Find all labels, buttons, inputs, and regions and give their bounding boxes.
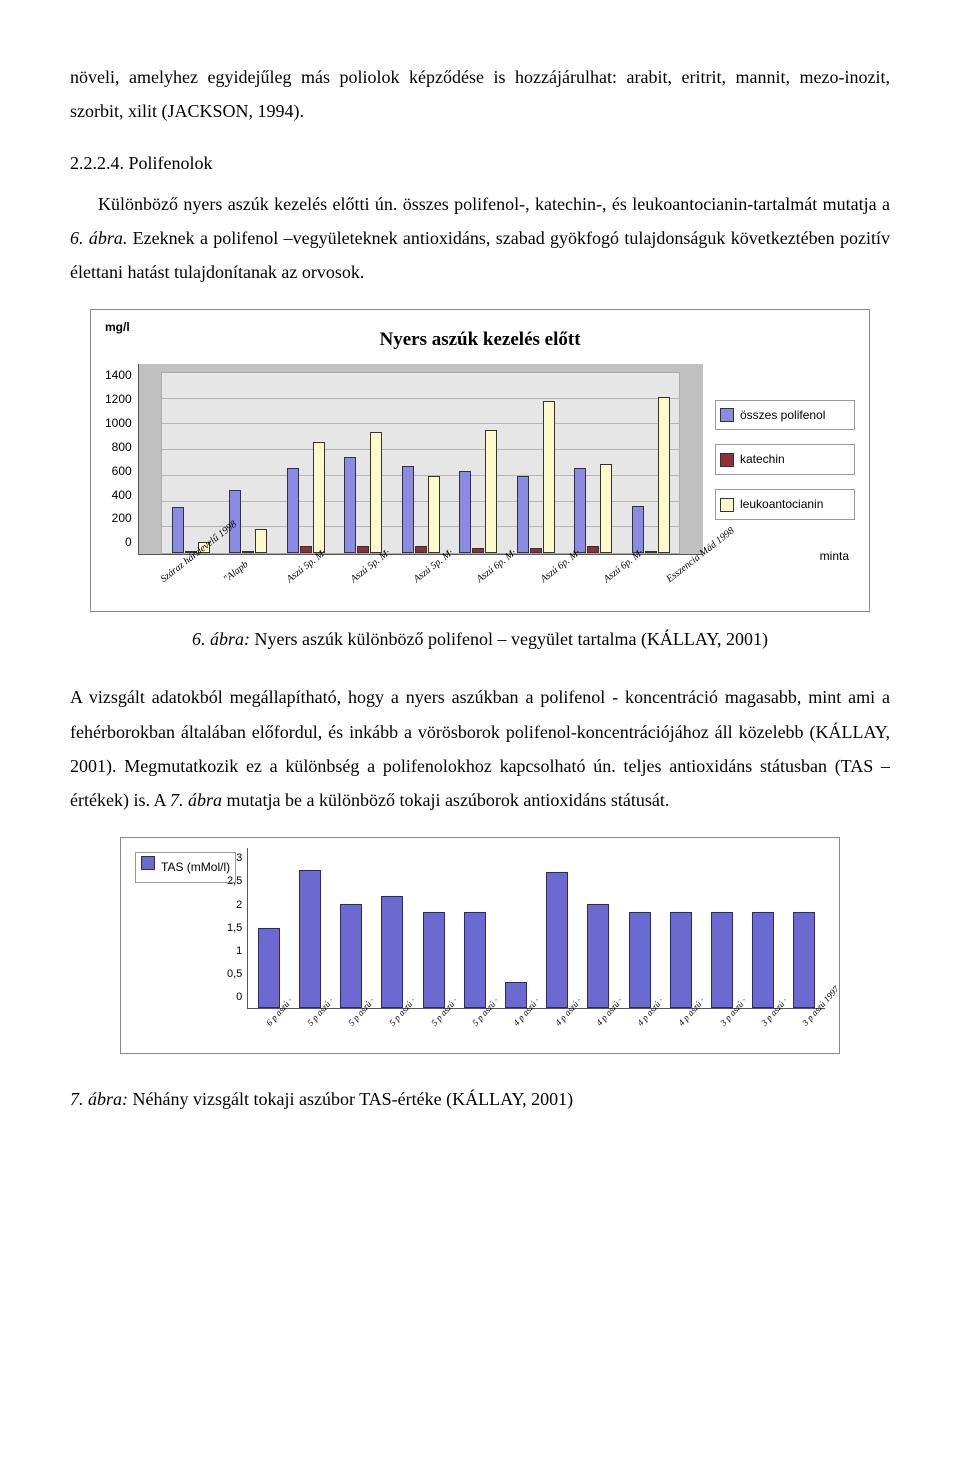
- legend-swatch: [720, 408, 734, 422]
- chart1-bar-group: [459, 373, 497, 553]
- chart1-bar: [543, 401, 555, 553]
- paragraph-1: növeli, amelyhez egyidejűleg más poliolo…: [70, 60, 890, 128]
- chart1-legend: összes polifenol katechin leukoantocianin: [703, 364, 855, 555]
- chart1-bar: [402, 466, 414, 554]
- chart1-bar: [517, 476, 529, 553]
- chart1-bar: [600, 464, 612, 553]
- chart1-bar: [287, 468, 299, 553]
- chart2-ytick: 0,5: [227, 964, 242, 985]
- chart2-bar: [587, 904, 609, 1008]
- chart2-legend: TAS (mMol/l): [135, 852, 236, 883]
- para3-fig-ref: 7. ábra: [170, 790, 222, 810]
- figure-caption-1: 6. ábra: Nyers aszúk különböző polifenol…: [70, 622, 890, 656]
- chart1-y-unit: mg/l: [105, 316, 130, 339]
- chart2-bar: [423, 912, 445, 1008]
- chart1-ytick: 600: [112, 460, 132, 483]
- chart1-legend-row: leukoantocianin: [715, 489, 855, 520]
- chart2-ytick: 0: [236, 987, 242, 1008]
- chart1-bar: [472, 548, 484, 553]
- chart1-bar: [587, 546, 599, 553]
- chart1-ytick: 1400: [105, 364, 132, 387]
- chart2-bar: [629, 912, 651, 1008]
- legend-swatch: [720, 453, 734, 467]
- chart1-legend-row: összes polifenol: [715, 400, 855, 431]
- para2-fig-ref: 6. ábra.: [70, 228, 127, 248]
- chart1-bar-group: [287, 373, 325, 553]
- chart2-bar: [793, 912, 815, 1008]
- chart1-bar: [172, 507, 184, 553]
- chart1-x-labels: Száraz hárslevelű 1998"AlapbAszú 5p. M·A…: [139, 559, 709, 603]
- figure-caption-2: 7. ábra: Néhány vizsgált tokaji aszúbor …: [70, 1082, 890, 1116]
- chart-2: TAS (mMol/l) 32,521,510,50 6 p aszú ·5 p…: [120, 837, 840, 1054]
- chart2-ytick: 2: [236, 895, 242, 916]
- chart1-legend-row: katechin: [715, 444, 855, 475]
- chart2-ytick: 3: [236, 848, 242, 869]
- caption2-text: Néhány vizsgált tokaji aszúbor TAS-érték…: [128, 1089, 573, 1109]
- chart2-x-labels: 6 p aszú ·5 p aszú ·5 p aszú ·5 p aszú ·…: [247, 1011, 825, 1047]
- chart1-ytick: 400: [112, 484, 132, 507]
- chart1-bar-group: [517, 373, 555, 553]
- chart-1: mg/l Nyers aszúk kezelés előtt 140012001…: [90, 309, 870, 612]
- chart1-bar-group: [402, 373, 440, 553]
- chart2-bar: [670, 912, 692, 1008]
- chart1-ytick: 200: [112, 507, 132, 530]
- legend-label: összes polifenol: [740, 404, 825, 427]
- para2-text-a: Különböző nyers aszúk kezelés előtti ún.…: [98, 194, 890, 214]
- chart1-bar: [459, 471, 471, 553]
- chart1-ytick: 800: [112, 436, 132, 459]
- chart2-bar: [299, 870, 321, 1009]
- chart1-bar: [370, 432, 382, 553]
- caption2-num: 7. ábra:: [70, 1089, 128, 1109]
- chart2-plot: [247, 848, 825, 1009]
- chart2-bar: [340, 904, 362, 1008]
- chart1-bar: [344, 457, 356, 554]
- para2-text-c: Ezeknek a polifenol –vegyületeknek antio…: [70, 228, 890, 282]
- chart1-bar: [530, 548, 542, 553]
- chart1-bar: [415, 546, 427, 553]
- chart1-bar: [658, 397, 670, 553]
- chart1-bar: [357, 546, 369, 553]
- chart1-bar: [313, 442, 325, 553]
- legend-swatch: [720, 498, 734, 512]
- chart2-bar: [381, 896, 403, 1008]
- legend-label: katechin: [740, 448, 785, 471]
- chart1-ytick: 1200: [105, 388, 132, 411]
- chart1-bar: [485, 430, 497, 554]
- chart1-bar-group: [574, 373, 612, 553]
- paragraph-3: A vizsgált adatokból megállapítható, hog…: [70, 680, 890, 817]
- caption1-text: Nyers aszúk különböző polifenol – vegyül…: [250, 629, 768, 649]
- chart2-bar: [546, 872, 568, 1008]
- caption1-num: 6. ábra:: [192, 629, 250, 649]
- chart2-bar: [711, 912, 733, 1008]
- chart1-bar-group: [632, 373, 670, 553]
- chart1-title: Nyers aszúk kezelés előtt: [105, 322, 855, 358]
- chart1-bar-group: [172, 373, 210, 553]
- chart1-ytick: 1000: [105, 412, 132, 435]
- chart1-bar: [428, 476, 440, 553]
- chart2-ytick: 1,5: [227, 918, 242, 939]
- chart2-ytick: 1: [236, 941, 242, 962]
- chart1-bar-group: [344, 373, 382, 553]
- legend-label: leukoantocianin: [740, 493, 823, 516]
- section-heading: 2.2.2.4. Polifenolok: [70, 146, 890, 180]
- chart2-bar: [464, 912, 486, 1008]
- chart1-minta-label: minta: [709, 545, 855, 603]
- chart2-legend-swatch: [141, 856, 155, 870]
- chart1-ytick: 0: [125, 531, 132, 554]
- chart2-bar: [258, 928, 280, 1008]
- para3-text-c: mutatja be a különböző tokaji aszúborok …: [222, 790, 669, 810]
- paragraph-2: Különböző nyers aszúk kezelés előtti ún.…: [70, 187, 890, 290]
- chart1-y-axis: 1400120010008006004002000: [105, 364, 138, 554]
- chart2-bar: [752, 912, 774, 1008]
- chart2-legend-label: TAS (mMol/l): [161, 856, 230, 879]
